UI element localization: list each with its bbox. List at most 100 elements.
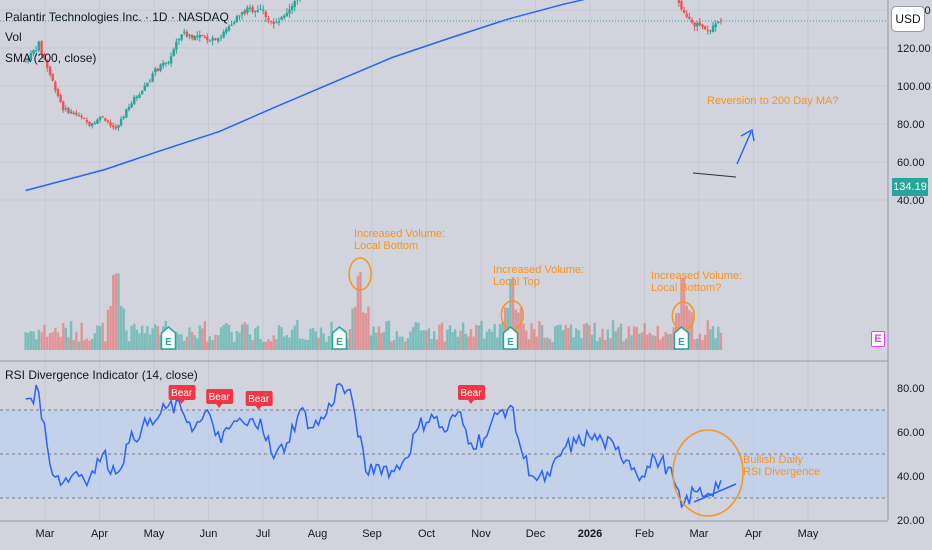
volume-bar <box>643 323 646 350</box>
earnings-icon[interactable]: E <box>331 326 348 350</box>
candle-body <box>180 34 183 40</box>
volume-bar <box>88 340 91 350</box>
volume-bar <box>519 307 523 350</box>
candle-body <box>133 97 136 104</box>
volume-bar <box>446 329 449 350</box>
candle-body <box>127 107 131 110</box>
candle-body <box>140 90 144 95</box>
volume-bar <box>80 322 83 350</box>
time-tick-label: Feb <box>635 528 654 540</box>
currency-button[interactable]: USD <box>891 6 925 32</box>
candle-body <box>267 18 270 21</box>
candle-body <box>122 116 125 119</box>
volume-bar <box>688 310 691 350</box>
candle-body <box>164 62 168 64</box>
volume-bar <box>75 331 78 350</box>
volume-bar <box>361 312 365 350</box>
candle-body <box>285 12 289 17</box>
volume-bar <box>417 322 420 350</box>
bear-label: Bear <box>168 385 196 404</box>
volume-bar <box>582 324 586 350</box>
volume-bar <box>480 320 483 350</box>
volume-bar <box>530 323 533 350</box>
rsi-pane: Bear Bear Bear Bear Bullish Daily RSI Diverge… <box>0 382 888 517</box>
volume-bar <box>201 328 204 350</box>
volume-bar <box>596 341 599 350</box>
volume-bar <box>83 340 86 350</box>
bear-label-text: Bear <box>209 392 231 403</box>
main-annotations: Increased Volume: Local Bottom Increased V… <box>348 95 838 331</box>
volume-bar <box>706 320 709 350</box>
volume-bar <box>317 337 320 350</box>
volume-bar <box>62 323 65 350</box>
candle-body <box>293 1 296 7</box>
volume-bar <box>233 341 236 350</box>
candle-body <box>290 5 294 10</box>
volume-bar <box>46 336 49 350</box>
volume-bar <box>106 309 110 350</box>
volume-bar <box>656 326 659 350</box>
volume-bar <box>693 339 696 350</box>
volume-bar <box>653 336 657 350</box>
volume-bar <box>661 336 665 350</box>
volume-bar <box>517 312 520 350</box>
volume-bar <box>293 325 296 350</box>
earnings-icon[interactable]: E <box>160 326 177 350</box>
volume-bar <box>127 341 131 350</box>
volume-bar <box>354 306 357 350</box>
candle-body <box>114 126 118 129</box>
volume-bar <box>119 306 123 350</box>
candle-body <box>85 120 89 122</box>
volume-bar <box>614 331 617 350</box>
volume-bar <box>156 326 160 350</box>
price-tick-label: 40.00 <box>897 195 925 207</box>
candle-body <box>214 38 217 41</box>
bear-label-pointer <box>178 400 185 404</box>
price-axis: 40.0060.0080.00100.00120.00140.00160.001… <box>887 0 932 550</box>
volume-bar <box>682 277 686 350</box>
volume-bar <box>351 308 354 350</box>
volume-bar <box>372 326 375 350</box>
volume-bar <box>606 329 610 350</box>
upcoming-earnings-icon[interactable]: E <box>871 331 885 347</box>
volume-bar <box>651 335 654 350</box>
divergence-annotation: Bullish Daily RSI Divergence <box>743 454 820 478</box>
volume-bar <box>67 337 70 350</box>
volume-bar <box>419 330 423 350</box>
time-tick-label: Apr <box>745 528 762 540</box>
volume-bar <box>690 312 694 350</box>
candle-body <box>169 56 173 64</box>
volume-bar <box>564 324 567 350</box>
volume-bar <box>261 341 265 350</box>
divergence-trendline <box>693 483 737 503</box>
candle-body <box>238 15 241 17</box>
time-axis: Mar Apr May Jun Jul Aug Sep Oct Nov Dec 2026 Feb Mar… <box>0 520 932 550</box>
candle-body <box>714 23 717 28</box>
candle-body <box>177 38 181 41</box>
volume-bar <box>575 328 578 350</box>
candle-body <box>225 29 228 33</box>
candle-body <box>248 7 252 9</box>
candle-body <box>29 52 33 61</box>
candle-body <box>72 112 75 114</box>
volume-bar <box>238 332 241 350</box>
volume-bar <box>395 331 398 350</box>
volume-bar <box>696 338 699 350</box>
volume-bar <box>183 340 186 350</box>
volume-bar <box>632 326 636 350</box>
volume-bar <box>709 329 712 350</box>
volume-bar <box>430 338 433 350</box>
candle-body <box>183 31 186 33</box>
volume-bar <box>532 329 536 350</box>
volume-bar <box>227 324 231 350</box>
sma-legend: SMA (200, close) <box>5 51 97 65</box>
volume-bar <box>27 332 30 350</box>
earnings-icon[interactable]: E <box>673 326 690 350</box>
time-tick-label: Mar <box>690 528 709 540</box>
annotation-reversion: Reversion to 200 Day MA? <box>707 95 838 107</box>
earnings-icon[interactable]: E <box>502 326 519 350</box>
volume-bar <box>548 339 552 350</box>
volume-bar <box>556 324 560 350</box>
volume-bar <box>96 325 99 350</box>
